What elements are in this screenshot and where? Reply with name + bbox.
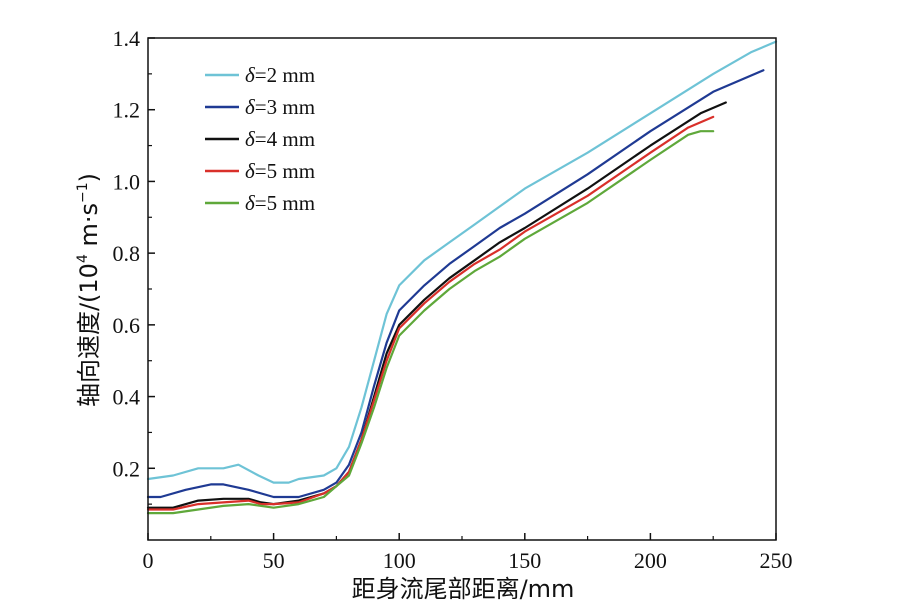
legend-symbol: δ (245, 127, 256, 151)
legend-label-2: δ=3 mm (245, 95, 315, 119)
y-tick-label: 0.2 (113, 456, 141, 481)
x-tick-label: 0 (143, 548, 154, 573)
y-tick-label: 0.8 (113, 241, 141, 266)
legend-value: =5 mm (255, 159, 315, 183)
legend-value: =5 mm (255, 191, 315, 215)
series-line-2 (146, 69, 765, 499)
x-tick-label: 50 (263, 548, 285, 573)
x-tick-label: 250 (760, 548, 793, 573)
y-axis-title-end: ) (75, 173, 103, 182)
legend-symbol: δ (245, 63, 256, 87)
legend-value: =4 mm (255, 127, 315, 151)
legend-label-3: δ=4 mm (245, 127, 315, 151)
y-axis-title-main: 轴向速度/(10 (75, 263, 103, 407)
y-tick-label: 1.4 (113, 26, 141, 51)
y-axis-title: 轴向速度/(104 m·s−1) (75, 173, 103, 407)
legend-symbol: δ (245, 191, 256, 215)
legend-symbol: δ (245, 159, 256, 183)
legend-label-5: δ=5 mm (245, 191, 315, 215)
legend-value: =2 mm (255, 63, 315, 87)
y-tick-label: 1.2 (113, 98, 141, 123)
x-tick-label: 200 (634, 548, 667, 573)
y-tick-label: 1.0 (113, 169, 141, 194)
legend-label-4: δ=5 mm (245, 159, 315, 183)
legend-symbol: δ (245, 95, 256, 119)
y-axis-title-exp1: 4 (75, 254, 91, 263)
series-line-3 (146, 101, 727, 509)
legend-value: =3 mm (255, 95, 315, 119)
series-line-1 (146, 40, 778, 484)
x-tick-label: 100 (383, 548, 416, 573)
y-axis-title-mid: m·s (75, 203, 103, 254)
x-tick-label: 150 (508, 548, 541, 573)
y-axis-title-exp2: −1 (75, 182, 91, 203)
legend-label-1: δ=2 mm (245, 63, 315, 87)
series-line-5 (146, 130, 715, 515)
plot-frame (147, 37, 777, 541)
series-line-4 (146, 115, 715, 511)
x-axis-title: 距身流尾部距离/mm (352, 575, 575, 603)
y-tick-label: 0.4 (113, 385, 141, 410)
y-tick-label: 0.6 (113, 313, 141, 338)
